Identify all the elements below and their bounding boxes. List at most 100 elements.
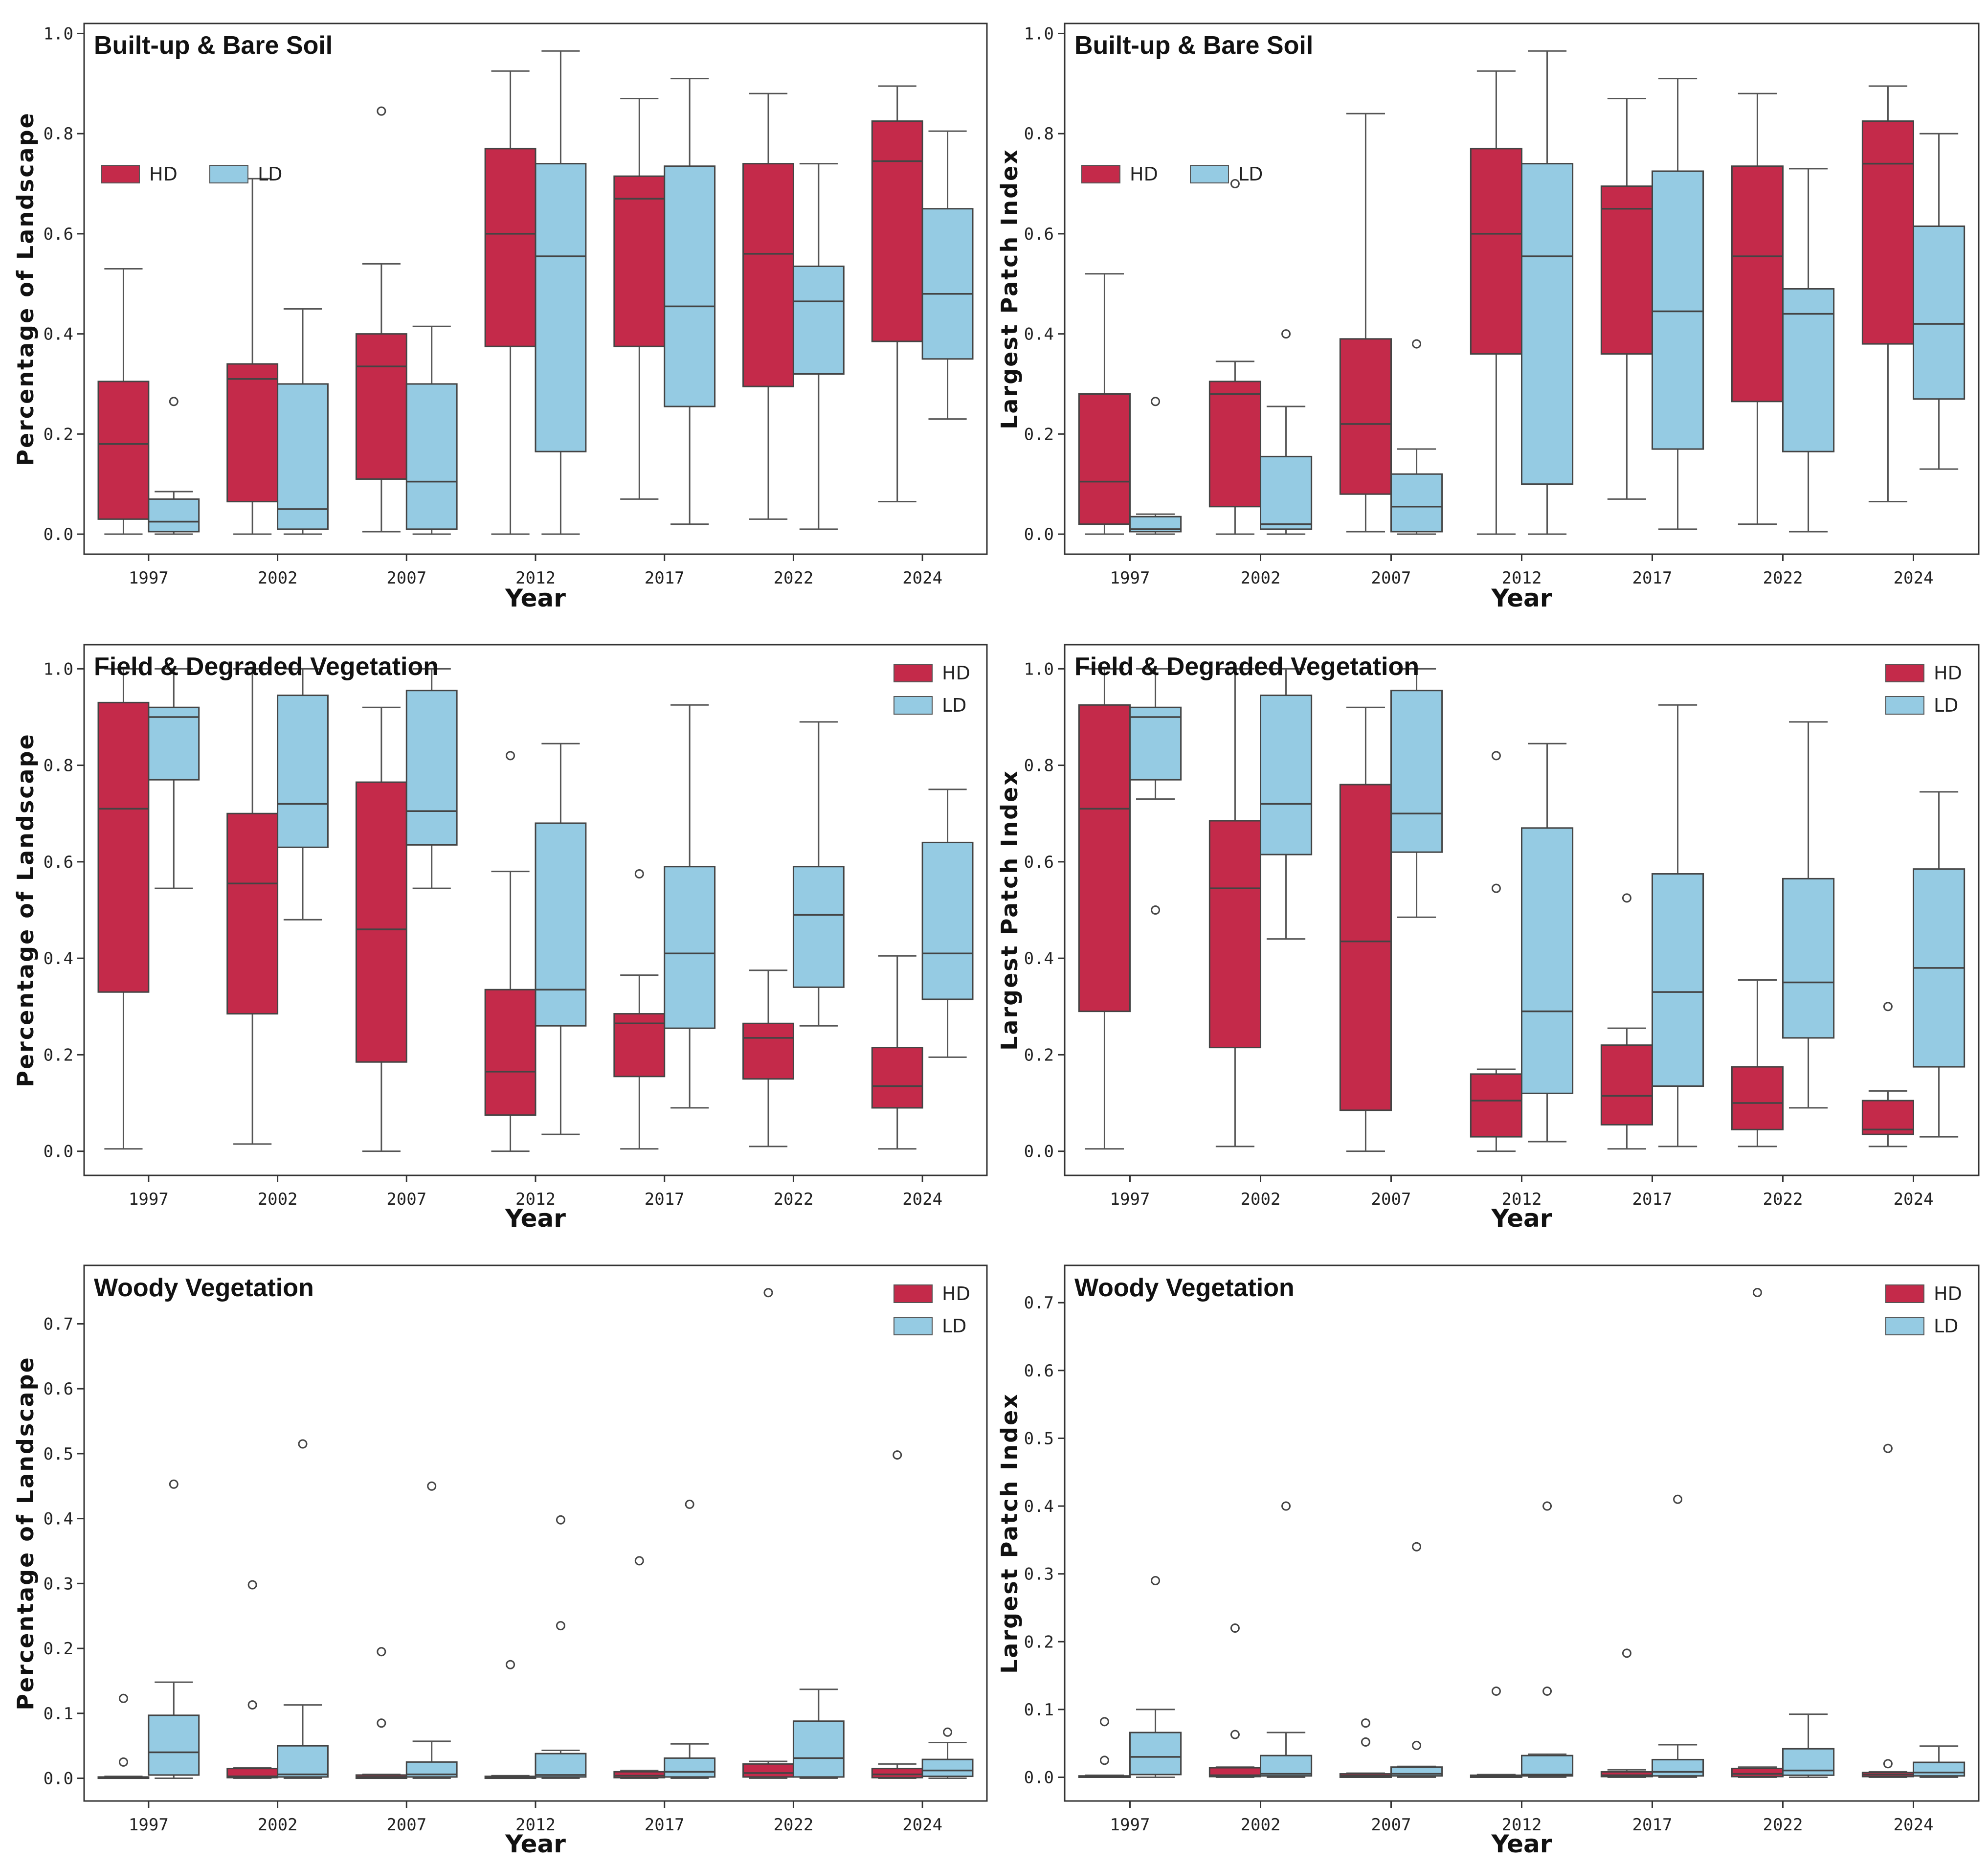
box-body — [921, 1758, 974, 1778]
x-tick-label: 1997 — [1110, 568, 1150, 588]
x-axis-label: Year — [505, 1830, 566, 1858]
x-tick-label: 2002 — [258, 1190, 298, 1209]
legend-swatch-hd — [1885, 664, 1924, 682]
outlier-point — [1361, 1737, 1370, 1747]
outlier-point — [1883, 1443, 1893, 1453]
box-ld-2022 — [1782, 168, 1835, 533]
y-axis-label: Largest Patch Index — [996, 148, 1023, 429]
box-hd-2007 — [1339, 1718, 1392, 1778]
x-tick-label: 2024 — [902, 1190, 942, 1209]
box-ld-2007 — [1390, 1542, 1443, 1778]
x-tick-label: 2012 — [1502, 568, 1542, 588]
box-body — [97, 381, 150, 520]
box-body — [535, 822, 587, 1027]
outlier-point — [506, 751, 515, 761]
box-body — [405, 383, 458, 530]
legend: HD LD — [1885, 662, 1962, 716]
outlier-point — [1099, 1755, 1109, 1765]
box-body — [664, 165, 716, 407]
legend-label-hd: HD — [149, 163, 178, 185]
box-ld-2002 — [1260, 329, 1313, 535]
y-tick-label: 0.6 — [44, 1379, 73, 1399]
box-ld-2017 — [664, 78, 716, 525]
box-body — [1600, 1044, 1653, 1125]
box-hd-2022 — [742, 92, 794, 520]
box-body — [1078, 393, 1131, 525]
y-tick-label: 1.0 — [1024, 24, 1054, 44]
legend-label-hd: HD — [1130, 163, 1158, 185]
box-body — [1731, 1767, 1784, 1778]
x-tick-label: 1997 — [1110, 1815, 1150, 1835]
legend-swatch-ld — [1190, 165, 1229, 183]
outlier-point — [1412, 1740, 1422, 1750]
box-body — [226, 812, 279, 1015]
box-body — [1260, 1755, 1313, 1777]
box-hd-2024 — [1861, 85, 1914, 503]
box-body — [613, 175, 666, 347]
box-ld-2007 — [405, 668, 458, 889]
x-tick-label: 2022 — [1763, 1190, 1803, 1209]
outlier-point — [298, 1439, 308, 1449]
legend-swatch-hd — [893, 664, 933, 682]
box-body — [1129, 1732, 1182, 1776]
outlier-point — [1752, 1287, 1762, 1297]
box-hd-2007 — [355, 1647, 407, 1779]
x-tick-label: 2017 — [1632, 1190, 1673, 1209]
outlier-point — [763, 1288, 773, 1298]
box-ld-2017 — [1652, 78, 1704, 530]
y-tick-label: 0.6 — [44, 225, 73, 244]
box-hd-2024 — [1861, 1002, 1914, 1148]
outlier-point — [943, 1727, 953, 1737]
box-body — [277, 1745, 329, 1778]
box-body — [535, 163, 587, 452]
chart-panel-woody-percentage: 0.0 0.1 0.2 0.3 0.4 0.5 0.6 0.7 1997 2002 2007 2012… — [12, 1264, 988, 1858]
outlier-point — [247, 1580, 257, 1590]
box-hd-2002 — [226, 1580, 279, 1779]
y-tick-label: 0.3 — [1024, 1565, 1054, 1584]
legend-label-ld: LD — [942, 1315, 966, 1337]
box-ld-2012 — [1521, 1501, 1574, 1778]
outlier-point — [1230, 1623, 1240, 1633]
x-tick-label: 2002 — [1241, 568, 1281, 588]
outlier-point — [1622, 1648, 1631, 1658]
outlier-point — [634, 869, 644, 879]
y-tick-label: 0.4 — [44, 325, 73, 344]
y-tick-label: 0.8 — [1024, 124, 1054, 144]
x-tick-label: 2022 — [773, 568, 813, 588]
box-ld-2024 — [1913, 133, 1966, 470]
y-tick-label: 0.8 — [44, 756, 73, 776]
box-body — [792, 866, 845, 988]
box-body — [355, 333, 407, 480]
y-tick-label: 0.6 — [44, 853, 73, 872]
box-body — [1731, 165, 1784, 403]
box-body — [921, 208, 974, 360]
box-hd-2007 — [1339, 113, 1392, 533]
box-body — [664, 866, 716, 1029]
box-ld-2024 — [1913, 791, 1966, 1138]
box-ld-1997 — [1129, 668, 1182, 915]
y-tick-label: 0.6 — [1024, 225, 1054, 244]
x-tick-label: 2024 — [902, 1815, 942, 1835]
box-body — [1078, 704, 1131, 1013]
chart-panel-built-up-percentage: 0.0 0.2 0.4 0.6 0.8 1.0 1997 2002 2007 2012 2017 20… — [12, 23, 988, 612]
outlier-point — [1491, 751, 1501, 761]
box-hd-2022 — [1731, 979, 1784, 1148]
box-body — [355, 781, 407, 1063]
x-tick-label: 2007 — [1371, 1190, 1411, 1209]
box-ld-2002 — [277, 308, 329, 535]
box-ld-2012 — [1521, 743, 1574, 1143]
box-hd-2017 — [613, 869, 666, 1150]
chart-panel-field-percentage: 0.0 0.2 0.4 0.6 0.8 1.0 1997 2002 2007 2012 2017 20… — [12, 644, 988, 1233]
box-ld-2002 — [1260, 668, 1313, 940]
legend-swatch-hd — [1081, 165, 1120, 183]
x-tick-label: 1997 — [129, 568, 169, 588]
box-hd-2017 — [613, 1556, 666, 1779]
x-tick-label: 2024 — [902, 568, 942, 588]
plot-frame — [83, 1264, 988, 1802]
x-tick-label: 2002 — [1241, 1190, 1281, 1209]
box-body — [1260, 455, 1313, 530]
outlier-point — [1230, 179, 1240, 189]
box-body — [535, 1753, 587, 1778]
box-body — [148, 1714, 200, 1776]
y-tick-label: 0.8 — [44, 124, 73, 144]
